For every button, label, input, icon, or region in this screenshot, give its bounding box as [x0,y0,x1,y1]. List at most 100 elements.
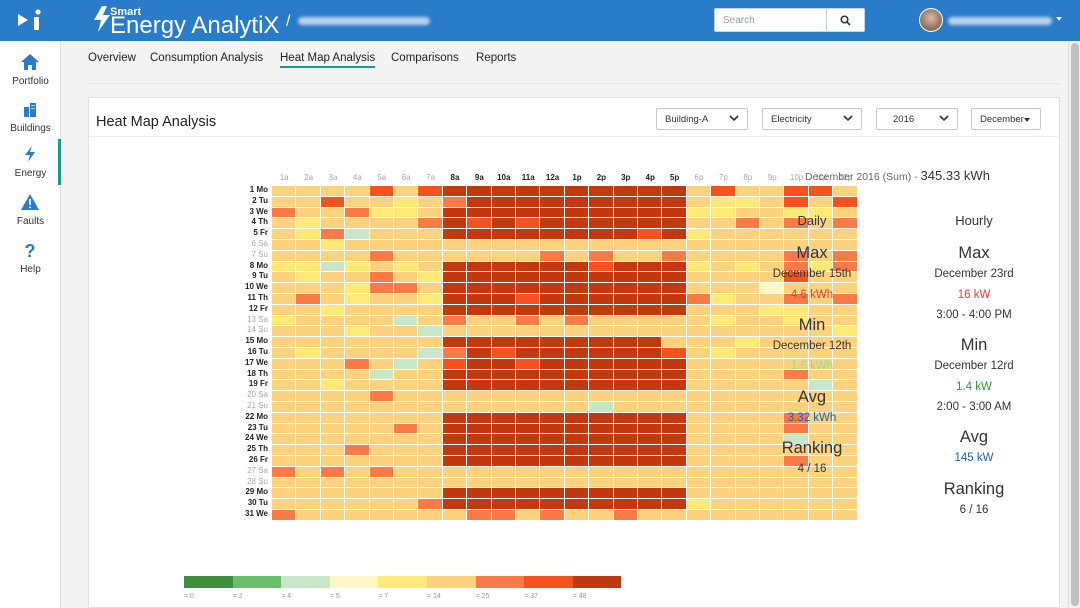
heat-cell[interactable] [760,348,784,358]
heat-cell[interactable] [784,304,808,315]
heat-cell[interactable] [613,358,637,369]
heat-cell[interactable] [808,315,833,326]
heat-cell[interactable] [369,412,393,423]
heat-cell[interactable] [760,466,784,477]
heat-cell[interactable] [320,358,345,369]
heat-cell[interactable] [442,477,467,488]
heat-cell[interactable] [418,358,442,369]
heat-cell[interactable] [394,315,418,326]
heat-cell[interactable] [320,434,345,445]
heat-cell[interactable] [491,477,515,488]
heat-cell[interactable] [540,326,564,337]
heat-cell[interactable] [394,358,418,369]
heat-cell[interactable] [711,348,735,358]
heat-cell[interactable] [760,488,784,499]
heat-cell[interactable] [442,294,467,304]
heat-cell[interactable] [833,196,857,207]
search-button[interactable] [826,9,864,31]
heat-cell[interactable] [711,218,735,229]
heat-cell[interactable] [467,477,491,488]
heat-cell[interactable] [467,391,491,401]
heat-cell[interactable] [589,218,613,229]
heat-cell[interactable] [296,315,320,326]
scrollbar-thumb[interactable] [1071,43,1079,606]
heat-cell[interactable] [491,272,515,283]
heat-cell[interactable] [613,510,637,520]
heat-cell[interactable] [442,186,467,196]
heat-cell[interactable] [394,423,418,434]
heat-cell[interactable] [784,380,808,391]
heat-cell[interactable] [808,196,833,207]
heat-cell[interactable] [784,261,808,272]
heat-cell[interactable] [345,304,369,315]
heat-cell[interactable] [442,283,467,293]
heat-cell[interactable] [540,499,564,509]
heat-cell[interactable] [735,391,759,401]
heat-cell[interactable] [516,218,540,229]
heat-cell[interactable] [394,272,418,283]
heat-cell[interactable] [418,186,442,196]
heat-cell[interactable] [272,337,296,347]
heat-cell[interactable] [516,510,540,520]
heat-cell[interactable] [272,488,296,499]
heat-cell[interactable] [345,488,369,499]
heat-cell[interactable] [686,466,711,477]
heat-cell[interactable] [369,358,393,369]
heat-cell[interactable] [735,434,759,445]
heat-cell[interactable] [320,218,345,229]
heat-cell[interactable] [345,369,369,380]
heat-cell[interactable] [638,294,662,304]
heat-cell[interactable] [491,466,515,477]
heat-cell[interactable] [516,304,540,315]
heat-cell[interactable] [345,380,369,391]
heat-cell[interactable] [320,380,345,391]
heat-cell[interactable] [833,402,857,412]
sidebar-item-help[interactable]: ? Help [0,235,61,281]
scrollbar[interactable] [1068,41,1080,608]
heat-cell[interactable] [808,466,833,477]
heat-cell[interactable] [369,348,393,358]
heat-cell[interactable] [394,261,418,272]
heat-cell[interactable] [711,315,735,326]
heat-cell[interactable] [613,315,637,326]
heat-cell[interactable] [540,196,564,207]
heat-cell[interactable] [394,456,418,466]
heat-cell[interactable] [540,207,564,218]
heat-cell[interactable] [272,261,296,272]
heat-cell[interactable] [442,196,467,207]
heat-cell[interactable] [516,391,540,401]
heat-cell[interactable] [467,510,491,520]
heat-cell[interactable] [516,240,540,250]
app-logo-icon[interactable] [16,8,46,32]
heat-cell[interactable] [320,229,345,239]
heat-cell[interactable] [833,466,857,477]
heat-cell[interactable] [784,499,808,509]
heat-cell[interactable] [442,250,467,261]
heat-cell[interactable] [345,218,369,229]
heat-cell[interactable] [638,456,662,466]
heat-cell[interactable] [735,207,759,218]
heat-cell[interactable] [296,391,320,401]
heat-cell[interactable] [442,456,467,466]
heat-cell[interactable] [345,207,369,218]
heat-cell[interactable] [662,477,686,488]
heat-cell[interactable] [272,283,296,293]
heat-cell[interactable] [516,445,540,455]
heat-cell[interactable] [296,358,320,369]
heat-cell[interactable] [296,304,320,315]
heat-cell[interactable] [345,391,369,401]
heat-cell[interactable] [442,337,467,347]
heat-cell[interactable] [467,402,491,412]
heat-cell[interactable] [516,261,540,272]
heat-cell[interactable] [394,186,418,196]
heat-cell[interactable] [345,196,369,207]
heat-cell[interactable] [467,294,491,304]
heat-cell[interactable] [833,326,857,337]
heat-cell[interactable] [296,369,320,380]
heat-cell[interactable] [467,348,491,358]
heat-cell[interactable] [638,250,662,261]
heat-cell[interactable] [540,358,564,369]
heat-cell[interactable] [711,391,735,401]
heat-cell[interactable] [735,186,759,196]
heat-cell[interactable] [272,369,296,380]
